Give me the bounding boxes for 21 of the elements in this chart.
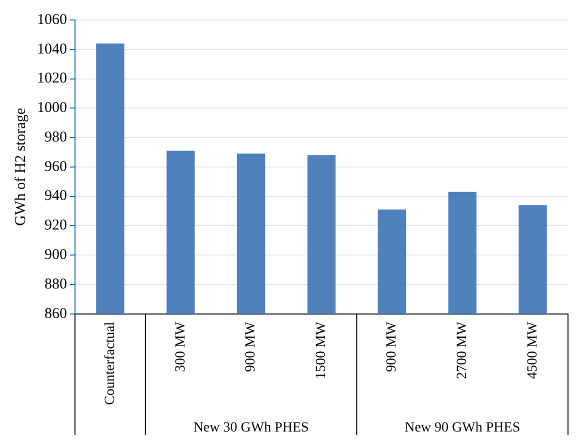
y-tick-label: 960	[44, 158, 67, 175]
y-tick-label: 940	[44, 188, 67, 204]
x-tick-label: 900 MW	[384, 321, 400, 372]
x-tick-label: 1500 MW	[314, 321, 330, 379]
x-tick-label: 4500 MW	[525, 321, 540, 379]
y-tick-label: 1060	[37, 12, 67, 28]
x-tick-label: 300 MW	[173, 321, 188, 372]
x-tick-label: 900 MW	[244, 321, 259, 372]
y-tick-label: 1000	[37, 100, 67, 116]
text: New 30 GWh PHES	[193, 420, 309, 436]
text: New 90 GWh PHES	[404, 420, 520, 436]
y-tick-label: 980	[44, 129, 67, 146]
y-tick-label: 880	[44, 276, 67, 292]
x-tick-label: Counterfactual	[102, 322, 118, 405]
y-tick-label: 920	[44, 218, 67, 234]
y-tick-label: 860	[44, 306, 67, 322]
y-tick-label: 1020	[37, 70, 67, 87]
y-axis-title: GWh of H2 storage	[12, 108, 29, 226]
y-tick-label: 1040	[37, 41, 67, 58]
x-tick-label: 2700 MW	[455, 321, 470, 379]
y-tick-label: 900	[44, 246, 67, 263]
